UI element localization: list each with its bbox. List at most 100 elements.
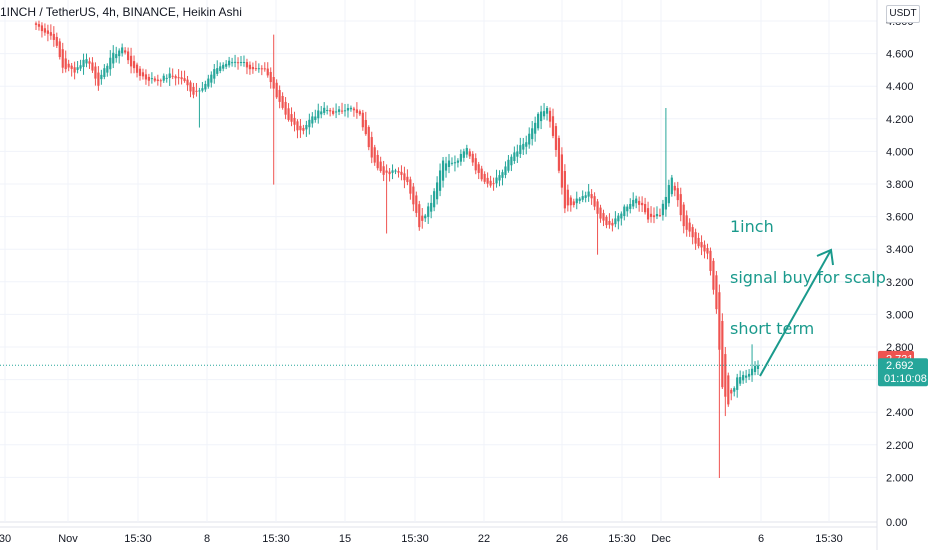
candle — [46, 24, 49, 42]
candle — [106, 63, 109, 77]
candle — [652, 207, 656, 224]
candle — [287, 103, 290, 122]
candle — [296, 119, 299, 139]
candle — [245, 58, 249, 75]
candle — [694, 228, 697, 250]
candle — [385, 164, 388, 234]
candle — [67, 59, 70, 72]
candle — [626, 204, 629, 217]
candle — [608, 213, 611, 229]
time-tick-label: 30 — [0, 533, 11, 545]
arrow-shaft — [759, 249, 832, 377]
candle — [736, 373, 739, 398]
candle — [266, 62, 269, 78]
candle — [421, 208, 424, 229]
candle — [138, 66, 142, 81]
candle — [572, 198, 575, 208]
candle — [305, 120, 308, 137]
candle — [73, 61, 76, 80]
candle — [721, 313, 724, 390]
candle — [700, 235, 703, 256]
candle — [447, 154, 451, 174]
candle — [129, 47, 133, 74]
time-tick-label: Nov — [58, 533, 78, 545]
candle — [462, 148, 465, 162]
candle — [171, 68, 174, 80]
candle — [599, 204, 602, 223]
candle — [548, 107, 552, 128]
candle — [697, 232, 700, 249]
candle — [168, 67, 171, 86]
time-tick-label: 6 — [758, 533, 764, 545]
candle — [49, 24, 52, 40]
candle — [340, 102, 344, 114]
current-price-tag — [878, 358, 928, 387]
candle — [225, 60, 228, 70]
candle — [210, 71, 213, 88]
time-tick-label: 15:30 — [262, 533, 290, 545]
candle — [635, 195, 638, 209]
current-price-text: 2.692 — [886, 360, 914, 372]
candle — [233, 54, 237, 68]
candle — [756, 360, 760, 376]
candle — [641, 196, 644, 212]
candle — [302, 124, 305, 135]
candle — [516, 144, 519, 163]
candle — [192, 82, 195, 99]
candle — [186, 75, 189, 91]
candle — [207, 74, 210, 89]
currency-selector[interactable]: USDT — [886, 5, 920, 23]
price-tick-label: 2.400 — [886, 407, 914, 419]
candle — [370, 131, 373, 164]
candle — [525, 135, 528, 155]
candle — [438, 163, 442, 197]
candle — [337, 106, 341, 116]
candle — [427, 202, 430, 224]
candle — [61, 42, 64, 74]
candle — [495, 169, 498, 188]
price-tick-label: 3.400 — [886, 244, 914, 256]
candle — [135, 62, 139, 78]
candle — [367, 125, 370, 151]
candle — [379, 156, 382, 173]
time-axis[interactable]: 30 Nov 15:30 8 15:30 15 15:30 22 26 15:30 Dec 6 15:3… — [0, 526, 877, 545]
candle — [388, 168, 391, 182]
candle — [569, 195, 572, 212]
candle — [563, 164, 566, 214]
candle — [620, 211, 623, 226]
candle — [643, 197, 647, 215]
buy-arrow-annotation[interactable] — [759, 248, 834, 377]
candle — [709, 247, 712, 276]
candle — [477, 161, 480, 180]
candle — [412, 182, 415, 212]
price-tick-label: 0.00 — [886, 517, 907, 529]
candle — [403, 166, 406, 189]
candle — [230, 57, 234, 67]
candle — [441, 157, 445, 188]
candle — [314, 109, 317, 123]
candle — [483, 171, 486, 185]
candle — [103, 64, 106, 80]
candle — [661, 199, 665, 221]
candle — [159, 78, 162, 87]
annotation-line-3: short term — [730, 319, 815, 338]
candle — [376, 150, 379, 171]
candle — [242, 55, 246, 67]
candle — [275, 79, 278, 99]
time-tick-label: 8 — [204, 533, 210, 545]
candle — [742, 371, 745, 384]
candle — [284, 97, 287, 120]
signal-annotation[interactable]: 1inch signal buy for scalp short term — [730, 184, 886, 354]
price-tick-label: 4.400 — [886, 81, 914, 93]
price-axis[interactable]: 4.8004.6004.4004.2004.0003.8003.6003.400… — [876, 0, 914, 550]
time-tick-label: 26 — [556, 533, 568, 545]
candle — [64, 50, 67, 73]
candle — [424, 213, 427, 222]
candle — [216, 60, 219, 77]
candle — [715, 271, 718, 314]
arrow-head — [816, 248, 834, 266]
candle — [141, 68, 145, 80]
candle — [489, 175, 492, 188]
